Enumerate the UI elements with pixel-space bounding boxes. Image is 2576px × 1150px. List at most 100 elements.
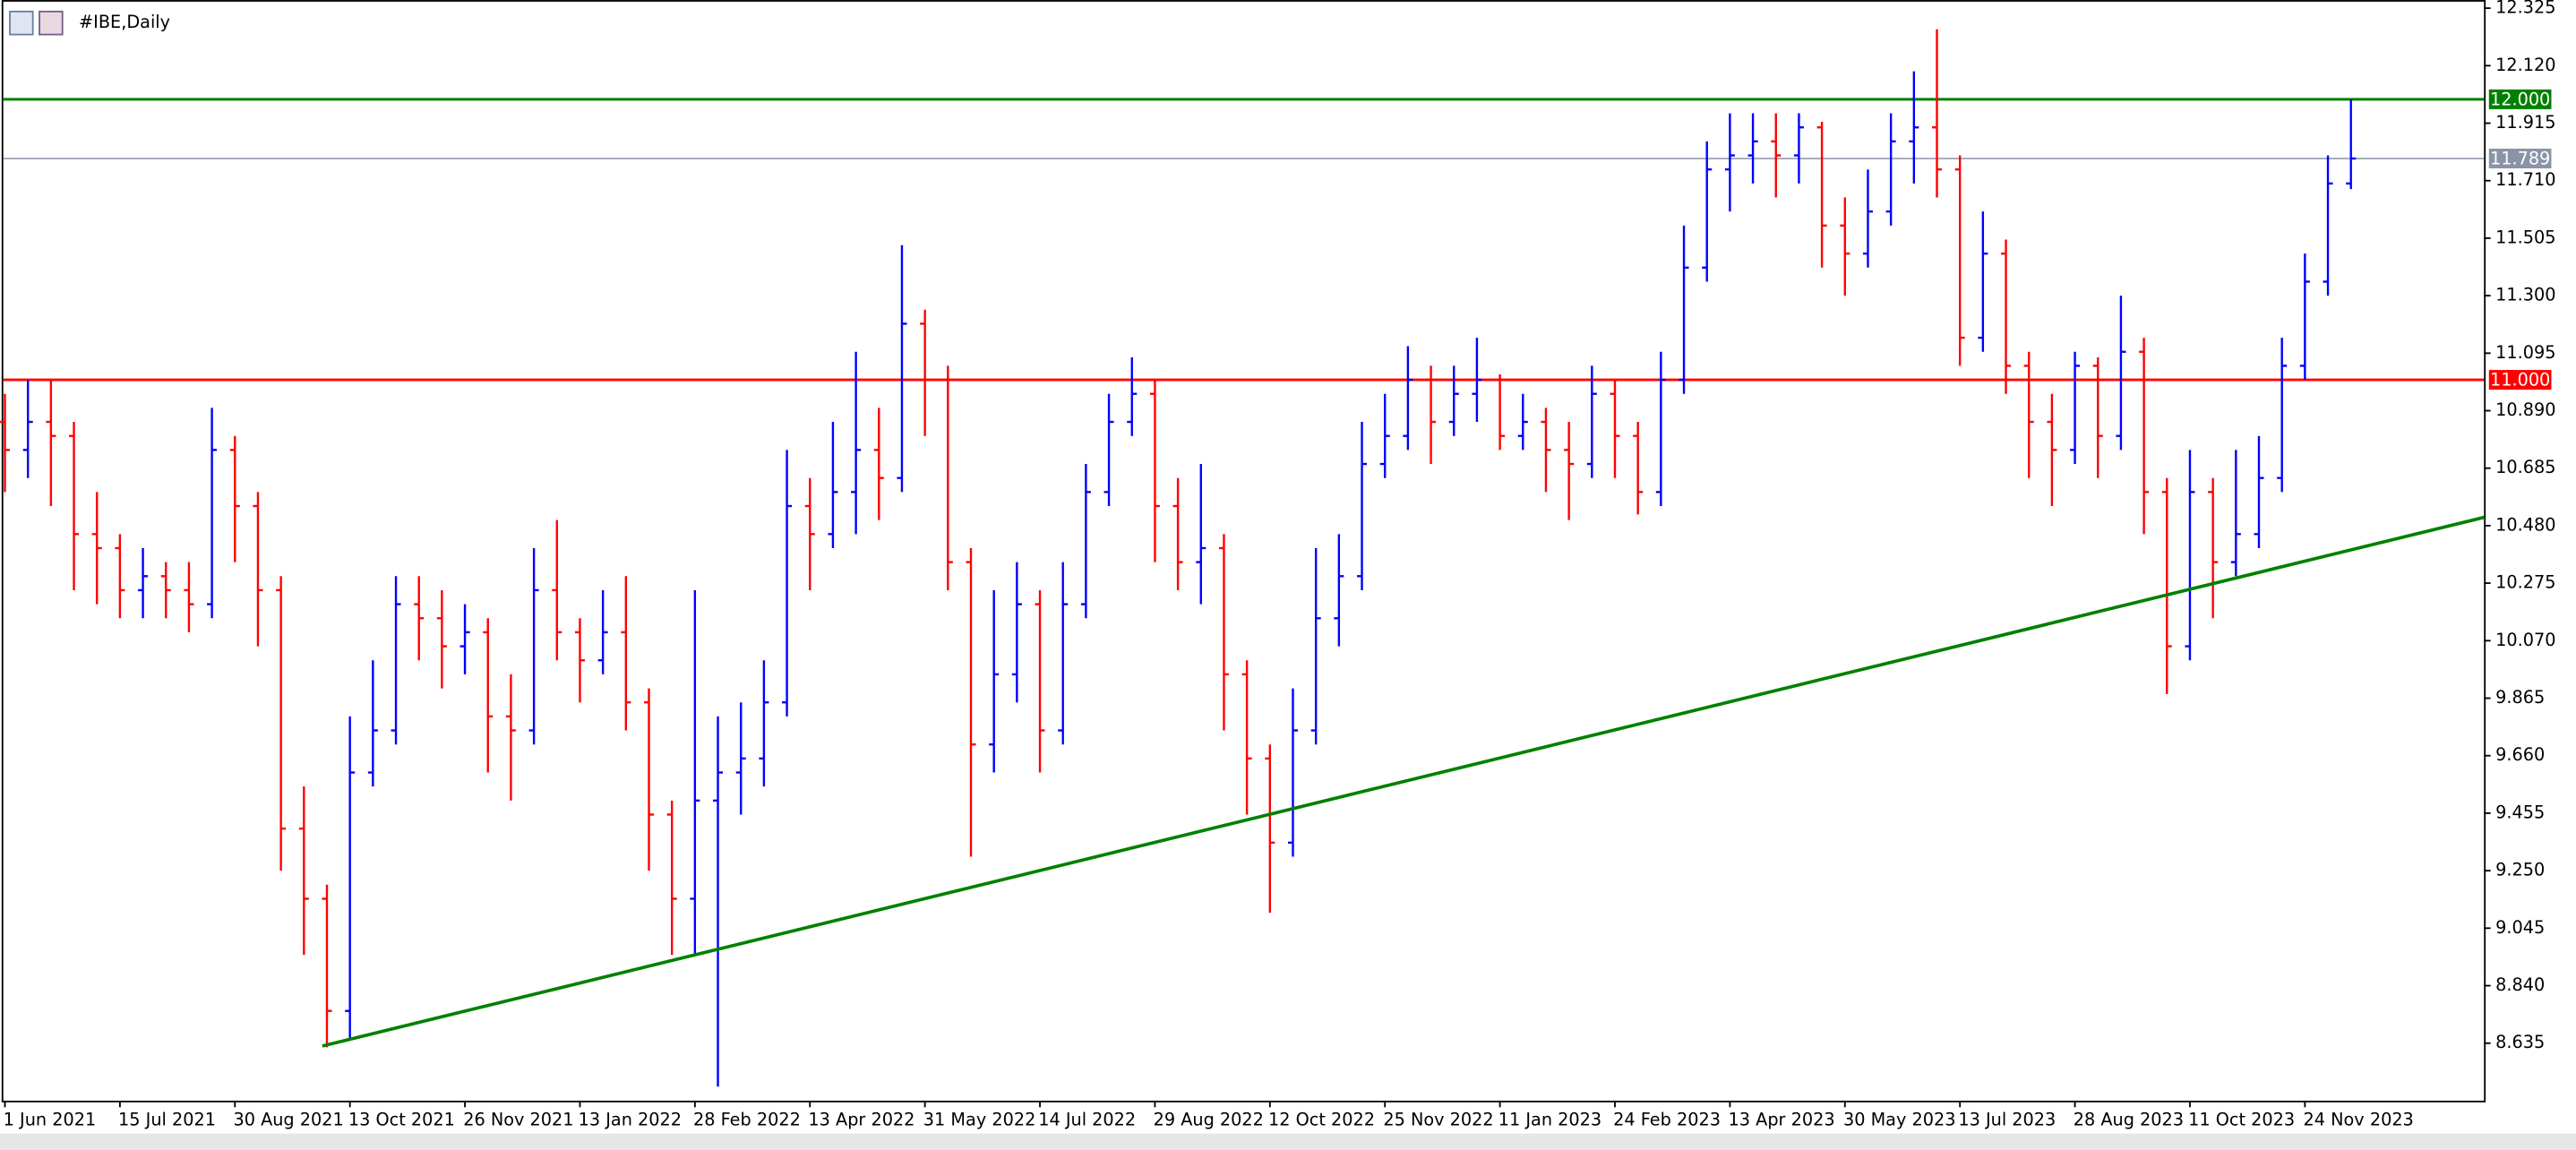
ohlc-bar [115,534,125,619]
ohlc-bar [2208,477,2219,619]
ohlc-bar [1793,113,1804,184]
y-tick-label: 10.480 [2495,514,2555,535]
ohlc-bar [1747,113,1758,184]
x-tick-label: 13 Apr 2023 [1729,1109,1835,1129]
x-tick-label: 12 Oct 2022 [1268,1109,1375,1129]
level-label: 11.789 [2490,148,2550,168]
y-tick-label: 9.455 [2495,802,2545,822]
ohlc-bar [1403,346,1413,451]
x-tick-label: 1 Jun 2021 [4,1109,97,1129]
ohlc-bar [22,380,33,478]
ohlc-bar [391,576,401,745]
ohlc-bar [597,589,608,674]
ohlc-bar [1885,113,1896,226]
ohlc-bar [552,519,562,661]
ohlc-bar [414,576,425,661]
ohlc-bar [1241,660,1252,815]
ohlc-bar [782,450,793,717]
level-label-box [2488,89,2552,109]
ohlc-bar [229,435,240,562]
ohlc-bar [160,562,171,619]
ohlc-bar [1586,365,1597,478]
ohlc-bar [873,408,884,520]
ohlc-bar [69,422,80,590]
ohlc-bar [1127,357,1138,436]
chart-title: #IBE,Daily [79,12,170,32]
y-tick-label: 10.070 [2495,630,2555,650]
y-tick-label: 9.250 [2495,860,2545,880]
ohlc-bar [1472,338,1482,423]
ohlc-bar [804,477,815,590]
y-tick-label: 11.710 [2495,169,2555,190]
ohlc-bar [2277,338,2288,493]
ohlc-bar [367,660,378,787]
x-tick-label: 28 Aug 2023 [2074,1109,2184,1129]
ohlc-bar [1954,155,1965,366]
ohlc-bar [1495,373,1506,451]
y-tick-label: 11.915 [2495,112,2555,133]
ohlc-bar [828,422,838,548]
x-tick-label: 13 Oct 2021 [348,1109,455,1129]
level-label: 12.000 [2490,89,2550,109]
ohlc-bar [851,351,862,535]
ohlc-bar [1517,393,1528,451]
ohlc-bar [0,393,11,493]
ohlc-bar [966,547,976,857]
plot-frame [1,0,2486,1103]
ohlc-bar [345,716,356,1040]
ohlc-bar [1310,547,1321,745]
x-tick-label: 15 Jul 2021 [118,1109,216,1129]
level-lines: 12.000 11.000 11.789 [3,89,2552,390]
ohlc-bar [1610,380,1620,478]
y-tick-label: 10.685 [2495,457,2555,477]
x-tick-label: 24 Nov 2023 [2304,1109,2414,1129]
ohlc-bar [1816,121,1827,268]
x-tick-label: 31 May 2022 [923,1109,1036,1129]
icon-box [9,10,34,36]
ohlc-bar [138,547,149,619]
y-tick-label: 11.095 [2495,342,2555,363]
ohlc-bar [528,547,539,745]
ohlc-bar [1080,464,1091,619]
ohlc-bar [2161,477,2172,694]
y-tick-label: 8.635 [2495,1032,2545,1052]
ohlc-bar [1633,422,1644,515]
ohlc-bar [1334,534,1344,647]
ohlc-bar [207,408,218,619]
chart-icon [9,10,64,36]
ohlc-bar [2023,351,2034,478]
ohlc-bar [46,380,56,507]
ohlc-bar [2070,351,2081,465]
ohlc-bar [1541,408,1551,493]
ohlc-bar [920,309,931,436]
ohlc-bar [184,562,194,632]
ohlc-bar [2116,296,2126,451]
y-tick-label: 11.300 [2495,285,2555,305]
ohlc-bar [666,800,677,956]
ohlc-bar [1679,225,1689,394]
ohlc-bar [2323,155,2333,296]
y-tick-label: 11.505 [2495,227,2555,247]
ohlc-bar [942,365,953,590]
icon-box [39,10,64,36]
bars [0,29,2357,1087]
ohlc-bar [2346,99,2357,190]
ohlc-bar [713,716,724,1087]
y-tick-label: 9.045 [2495,917,2545,938]
x-tick-label: 13 Jul 2023 [1958,1109,2056,1129]
ohlc-bar [574,618,585,703]
ohlc-bar [1218,534,1229,731]
x-tick-label: 14 Jul 2022 [1038,1109,1136,1129]
ohlc-bar [1426,365,1437,465]
level-label-box [2488,148,2552,168]
ohlc-bar [2254,435,2264,548]
ohlc-bar [1771,113,1782,198]
y-tick-label: 10.275 [2495,572,2555,593]
ohlc-bar [1932,29,1943,198]
ohlc-bar [1172,477,1183,590]
ohlc-bar [1702,141,1713,282]
ohlc-bar [1357,422,1368,590]
ohlc-bar [298,786,309,956]
ohlc-bar [1564,422,1575,520]
